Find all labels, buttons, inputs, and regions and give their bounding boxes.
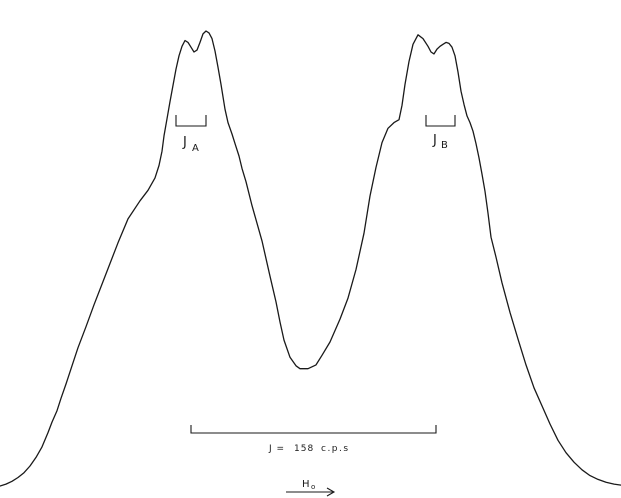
field-arrow-head — [326, 487, 336, 497]
field-direction-annotation: H o — [286, 479, 336, 497]
coupling-value: 158 — [294, 444, 314, 454]
field-subscript: o — [311, 483, 315, 491]
ja-label: J — [182, 135, 187, 150]
jb-annotation: J B — [425, 115, 456, 151]
spectrum-trace-layer — [0, 30, 621, 487]
jb-label: J — [432, 133, 437, 148]
jb-bracket — [425, 115, 456, 127]
ja-bracket — [175, 115, 207, 127]
jb-subscript: B — [441, 140, 448, 151]
coupling-prefix: J = — [268, 444, 285, 454]
coupling-annotation: J = 158 c.p.s — [190, 425, 437, 454]
coupling-unit: c.p.s — [321, 444, 350, 454]
field-label: H — [302, 479, 310, 490]
ja-annotation: J A — [175, 115, 207, 154]
coupling-bracket — [190, 425, 437, 434]
ja-subscript: A — [192, 143, 199, 154]
spectrum-line — [0, 30, 621, 487]
